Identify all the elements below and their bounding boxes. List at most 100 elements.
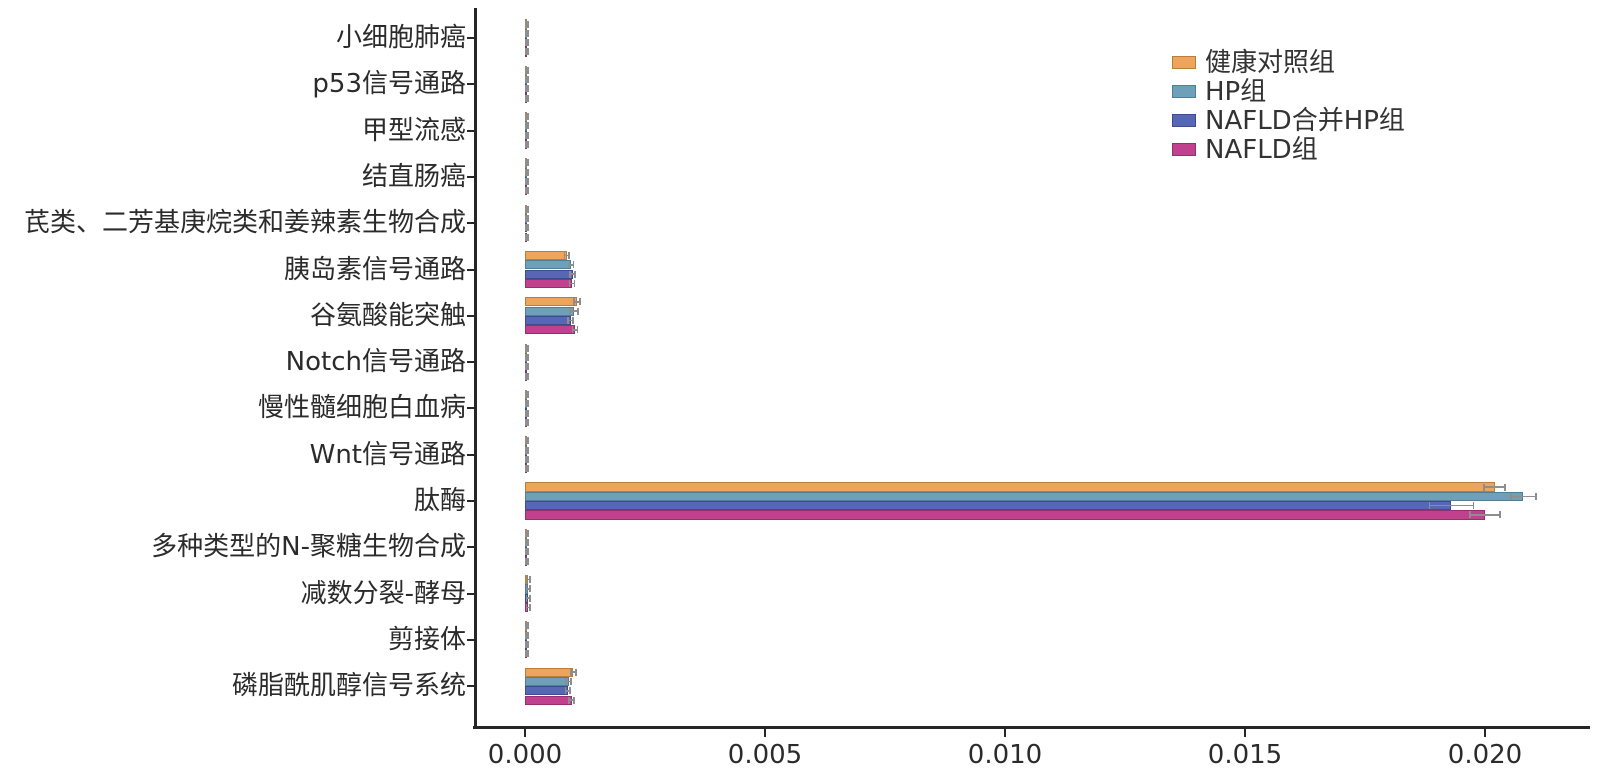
error-bar-cap bbox=[527, 344, 529, 352]
error-bar-cap bbox=[527, 465, 529, 473]
bar bbox=[525, 306, 574, 316]
error-bar bbox=[525, 97, 528, 100]
error-bar bbox=[525, 208, 528, 211]
error-bar bbox=[525, 134, 528, 137]
error-bar bbox=[525, 375, 528, 377]
error-bar-cap bbox=[525, 85, 527, 93]
y-tick-label: 甲型流感 bbox=[361, 115, 466, 146]
error-bar-cap bbox=[525, 141, 527, 149]
error-bar bbox=[1484, 486, 1506, 488]
error-bar bbox=[525, 467, 528, 470]
bar bbox=[525, 510, 1485, 520]
bar bbox=[525, 269, 573, 279]
error-bar-cap bbox=[525, 29, 527, 37]
error-bar bbox=[525, 347, 528, 349]
error-bar bbox=[525, 634, 528, 637]
legend-label: NAFLD合并HP组 bbox=[1205, 105, 1405, 136]
error-bar-cap bbox=[529, 576, 532, 584]
x-tick-label: 0.020 bbox=[1447, 740, 1523, 770]
error-bar-cap bbox=[525, 455, 527, 463]
legend-swatch bbox=[1172, 85, 1196, 98]
error-bar-cap bbox=[573, 696, 575, 704]
error-bar bbox=[525, 143, 528, 146]
error-bar-cap bbox=[578, 298, 581, 306]
legend-item: HP组 bbox=[1172, 77, 1405, 106]
y-tick-label: Wnt信号通路 bbox=[309, 439, 466, 470]
error-bar-cap bbox=[525, 168, 527, 176]
legend-swatch bbox=[1172, 114, 1196, 127]
error-bar-cap bbox=[527, 548, 529, 556]
error-bar-cap bbox=[527, 131, 529, 139]
error-bar-cap bbox=[525, 465, 527, 473]
error-bar-cap bbox=[527, 94, 529, 102]
error-bar-cap bbox=[525, 20, 527, 28]
x-tick-label: 0.000 bbox=[487, 740, 563, 770]
error-bar-cap bbox=[525, 650, 527, 658]
error-bar-cap bbox=[527, 539, 529, 547]
error-bar-cap bbox=[525, 604, 528, 612]
y-tick-label: Notch信号通路 bbox=[285, 347, 466, 378]
error-bar-cap bbox=[525, 418, 527, 426]
error-bar-cap bbox=[527, 141, 529, 149]
y-tick-label: 胰岛素信号通路 bbox=[283, 254, 466, 285]
error-bar bbox=[570, 310, 578, 312]
error-bar-cap bbox=[567, 316, 569, 324]
error-bar-cap bbox=[527, 20, 529, 28]
error-bar bbox=[525, 162, 528, 164]
error-bar-cap bbox=[525, 631, 527, 639]
error-bar bbox=[525, 541, 528, 544]
x-tick bbox=[524, 728, 526, 737]
error-bar-cap bbox=[525, 548, 527, 556]
error-bar bbox=[525, 236, 528, 238]
legend-label: HP组 bbox=[1205, 76, 1267, 107]
bar bbox=[525, 676, 569, 687]
error-bar bbox=[569, 282, 575, 285]
error-bar-cap bbox=[565, 678, 568, 686]
error-bar-cap bbox=[525, 353, 527, 361]
error-bar-cap bbox=[527, 29, 529, 37]
error-bar bbox=[565, 690, 571, 692]
y-tick bbox=[467, 268, 474, 271]
error-bar-cap bbox=[1428, 502, 1431, 510]
error-bar bbox=[525, 51, 528, 53]
error-bar bbox=[525, 402, 528, 405]
x-tick-label: 0.015 bbox=[1207, 740, 1283, 770]
error-bar-cap bbox=[525, 622, 527, 630]
error-bar bbox=[525, 653, 528, 655]
y-tick-label: p53信号通路 bbox=[312, 69, 466, 100]
error-bar-cap bbox=[525, 39, 527, 47]
error-bar-cap bbox=[525, 344, 527, 352]
error-bar bbox=[526, 597, 531, 600]
y-tick-label: 结直肠癌 bbox=[361, 161, 466, 192]
error-bar-cap bbox=[525, 585, 528, 593]
error-bar-cap bbox=[525, 76, 527, 84]
error-bar-cap bbox=[525, 446, 527, 454]
error-bar-cap bbox=[573, 298, 575, 306]
y-axis-spine bbox=[474, 8, 477, 728]
error-bar-cap bbox=[527, 233, 529, 241]
error-bar-cap bbox=[525, 400, 527, 408]
error-bar-cap bbox=[527, 455, 529, 463]
error-bar-cap bbox=[577, 307, 579, 315]
error-bar-cap bbox=[525, 576, 528, 584]
error-bar bbox=[525, 227, 528, 229]
error-bar bbox=[569, 699, 574, 701]
error-bar-cap bbox=[576, 326, 579, 334]
error-bar-cap bbox=[568, 252, 570, 260]
y-tick-label: 肽酶 bbox=[413, 486, 466, 516]
bar bbox=[525, 491, 1524, 501]
error-bar-cap bbox=[527, 353, 529, 361]
error-bar-cap bbox=[527, 85, 529, 93]
bar bbox=[525, 315, 571, 326]
error-bar bbox=[526, 578, 531, 581]
error-bar-cap bbox=[525, 641, 527, 649]
error-bar bbox=[525, 625, 528, 627]
error-bar-cap bbox=[525, 363, 527, 371]
error-bar bbox=[525, 88, 528, 90]
error-bar bbox=[525, 78, 528, 81]
x-tick-label: 0.010 bbox=[967, 740, 1043, 770]
error-bar-cap bbox=[570, 678, 572, 686]
y-tick bbox=[467, 83, 474, 86]
bar bbox=[525, 482, 1495, 492]
error-bar-cap bbox=[527, 205, 529, 213]
